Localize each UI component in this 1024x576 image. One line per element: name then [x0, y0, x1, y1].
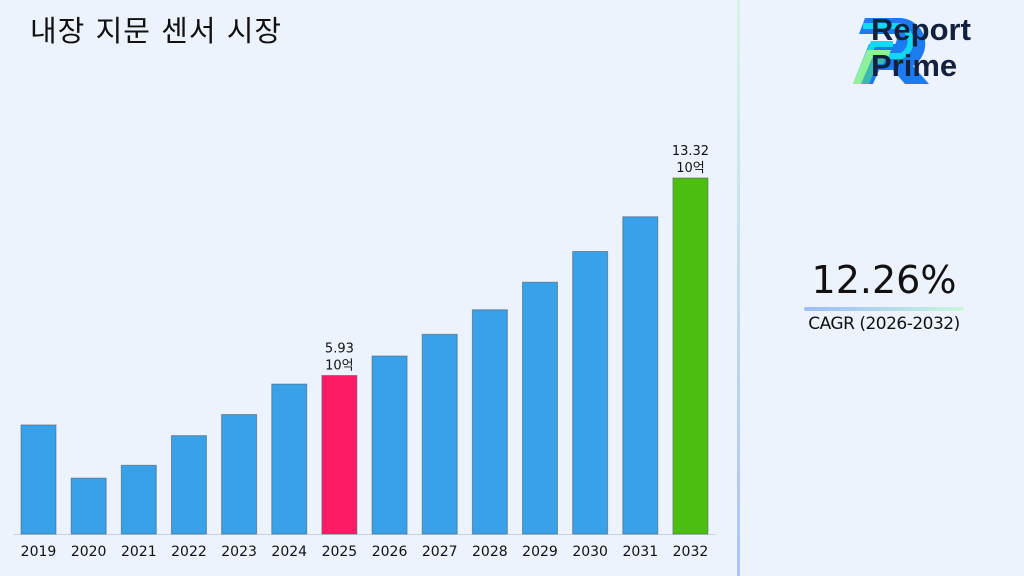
bar-2032: [672, 177, 709, 535]
bar-2019: [20, 424, 57, 535]
brand-line2: Prime: [871, 48, 958, 83]
bar-2022: [170, 435, 207, 535]
bar-2025: [321, 375, 358, 535]
x-tick-label: 2030: [572, 544, 608, 560]
x-tick-label: 2031: [622, 544, 658, 560]
data-label-unit: 10억: [325, 359, 354, 374]
bar-chart: 2019 2020 2021 2022 2023 2024 2025 5.93 10억 2026 2…: [14, 144, 716, 560]
x-tick-label: 2019: [21, 544, 57, 560]
data-label-value: 13.32: [672, 144, 709, 159]
chart-title: 내장 지문 센서 시장: [30, 14, 283, 48]
cagr-underline: [804, 307, 964, 311]
x-tick-label: 2028: [472, 544, 508, 560]
divider: [737, 0, 740, 576]
x-tick-label: 2026: [372, 544, 408, 560]
x-tick-label: 2025: [322, 544, 358, 560]
data-label-unit: 10억: [676, 161, 705, 176]
bar-2029: [522, 281, 558, 535]
x-tick-label: 2027: [422, 544, 458, 560]
bar-2023: [221, 414, 258, 535]
x-tick-label: 2032: [673, 544, 709, 560]
x-tick-label: 2021: [121, 544, 157, 560]
report-prime-logo-icon: [853, 18, 929, 84]
brand-line1: Report: [871, 12, 971, 47]
x-tick-label: 2029: [522, 544, 558, 560]
x-tick-label: 2022: [171, 544, 207, 560]
bar-2026: [371, 355, 408, 535]
brand-name: Report Prime: [871, 12, 971, 84]
bar-2031: [622, 216, 659, 535]
x-tick-label: 2023: [221, 544, 257, 560]
x-tick-label: 2024: [271, 544, 307, 560]
bar-2028: [471, 309, 508, 535]
x-tick-label: 2020: [71, 544, 107, 560]
bar-2020: [70, 477, 107, 535]
data-label-value: 5.93: [325, 342, 354, 357]
cagr-value: 12.26%: [811, 258, 957, 302]
cagr-label: CAGR (2026-2032): [808, 314, 960, 334]
bar-2021: [120, 464, 157, 535]
bar-2027: [421, 333, 458, 535]
bar-2030: [572, 250, 609, 535]
bar-2024: [271, 383, 308, 535]
